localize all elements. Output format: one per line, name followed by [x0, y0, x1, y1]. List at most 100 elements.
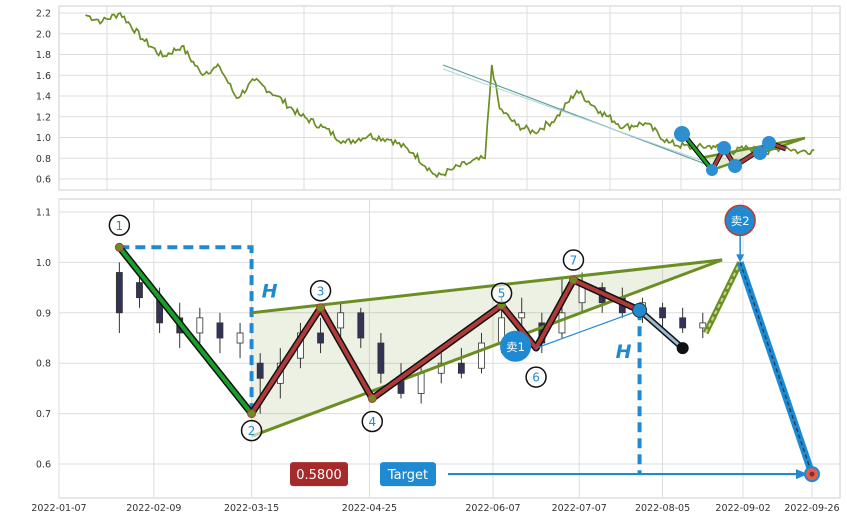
top-y-tick-label: 1.0: [36, 133, 51, 144]
top-y-tick-label: 1.6: [36, 71, 51, 82]
projection-down: [739, 262, 813, 475]
candle: [196, 307, 204, 344]
pattern-point-label: 5: [498, 287, 506, 301]
pivot-dot: [247, 409, 257, 419]
target-box: [380, 462, 436, 487]
top-channel-line: [442, 68, 701, 161]
candle-body: [337, 312, 345, 329]
x-tick-label: 2022-04-25: [342, 503, 397, 514]
candle-body: [115, 272, 123, 314]
price-box: [290, 462, 348, 487]
top-price-line: [85, 11, 815, 179]
candle: [679, 307, 687, 333]
candle-body: [196, 317, 204, 334]
x-tick-label: 2022-09-26: [784, 503, 839, 514]
target-label: Target: [387, 468, 428, 483]
breakdown-leg: [638, 309, 684, 350]
x-tick-label: 2022-01-07: [31, 503, 86, 514]
pattern-point-label: 1: [116, 219, 124, 233]
candle: [377, 332, 385, 384]
pivot-dot: [568, 275, 578, 285]
pattern-point-badge: [240, 419, 263, 442]
candle: [216, 312, 224, 354]
x-tick-label: 2022-09-02: [715, 503, 770, 514]
candle-body: [679, 317, 687, 329]
candle-body: [216, 322, 224, 339]
candle: [115, 262, 123, 333]
pattern-point-badge: [525, 366, 547, 388]
top-y-tick-label: 1.8: [36, 50, 51, 61]
pivot-dot: [367, 393, 377, 403]
x-tick-label: 2022-06-07: [465, 503, 520, 514]
candle-body: [437, 362, 445, 374]
price-label: 0.5800: [296, 468, 342, 483]
top-pattern-marker: [706, 164, 718, 176]
sell-2-badge: [724, 204, 756, 237]
pattern-point-badge: [108, 214, 131, 237]
target-arrowhead: [796, 469, 808, 480]
candle: [357, 307, 365, 349]
candle-body: [256, 362, 264, 379]
bottom-y-tick-label: 0.6: [36, 460, 51, 471]
bottom-y-tick-label: 0.7: [36, 409, 51, 420]
breakout-marker: [632, 302, 648, 318]
candle-body: [136, 282, 143, 299]
pattern-point-label: 2: [248, 424, 256, 438]
candle-body: [478, 342, 485, 369]
top-plot-area: [58, 5, 841, 191]
x-tick-label: 2022-07-07: [552, 503, 607, 514]
bottom-y-tick-label: 0.8: [36, 359, 51, 370]
candle-body: [699, 322, 707, 329]
sell-1-badge: [500, 330, 532, 362]
height-label: H: [262, 281, 278, 303]
candle: [699, 312, 707, 338]
top-pattern-marker: [762, 136, 776, 150]
height-label: H: [616, 341, 632, 363]
sell-1-label: 卖1: [506, 340, 525, 354]
bottom-plot-area: [58, 198, 841, 499]
top-y-tick-label: 0.8: [36, 154, 51, 165]
pattern-point-badge: [309, 280, 332, 302]
projection-up: [704, 261, 742, 334]
sell-2-label: 卖2: [731, 214, 750, 228]
bottom-y-tick-label: 0.9: [36, 308, 51, 319]
top-pattern-marker: [728, 159, 742, 173]
candle: [317, 317, 324, 354]
top-pattern-marker: [717, 141, 731, 155]
candle-body: [659, 307, 666, 319]
candle: [457, 348, 465, 379]
top-pattern-marker: [674, 126, 690, 142]
x-tick-label: 2022-02-09: [126, 503, 181, 514]
sell-arrowhead: [736, 254, 745, 263]
top-y-tick-label: 0.6: [36, 175, 51, 186]
pattern-point-label: 6: [532, 371, 540, 385]
candle-body: [236, 332, 244, 344]
bottom-y-tick-label: 1.0: [36, 258, 51, 269]
height-measure-line: [119, 245, 254, 414]
pattern-point-badge: [361, 410, 384, 433]
top-channel-line: [442, 64, 709, 166]
pattern-point-label: 4: [368, 415, 376, 429]
pattern-point-badge: [562, 249, 585, 271]
top-y-tick-label: 2.2: [36, 9, 51, 20]
top-panel: 2.2 2.0 1.8 1.6 1.4 1.2 1.0 0.8 0.6: [36, 5, 841, 191]
pattern-point-label: 3: [317, 284, 325, 298]
x-tick-label: 2022-03-15: [224, 503, 279, 514]
top-y-tick-label: 1.2: [36, 112, 51, 123]
bottom-y-tick-label: 1.1: [36, 208, 51, 219]
candle-body: [357, 312, 365, 339]
candle: [659, 302, 666, 328]
candle-body: [457, 362, 465, 374]
top-wave-leg: [682, 134, 714, 171]
pivot-dot: [316, 303, 326, 313]
x-tick-label: 2022-08-05: [635, 503, 690, 514]
candle-body: [377, 342, 385, 374]
candle-body: [317, 332, 324, 344]
candle: [478, 332, 485, 374]
pivot-dot: [114, 242, 124, 252]
top-trendline: [699, 136, 806, 160]
wave-leg-1: [117, 246, 254, 415]
top-pattern-marker: [753, 146, 767, 160]
